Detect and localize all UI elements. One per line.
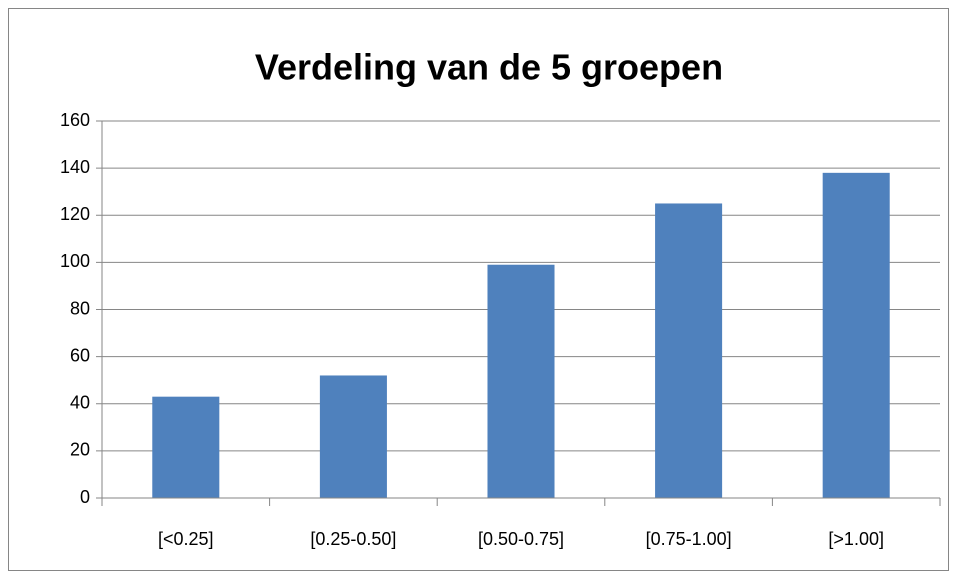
y-tick-label: 100 <box>60 251 90 271</box>
x-tick-label: [<0.25] <box>158 529 214 549</box>
y-tick-label: 20 <box>70 440 90 460</box>
y-tick-label: 140 <box>60 157 90 177</box>
y-tick-label: 0 <box>80 487 90 507</box>
chart-title: Verdeling van de 5 groepen <box>255 47 723 88</box>
y-tick-label: 40 <box>70 393 90 413</box>
x-tick-label: [>1.00] <box>828 529 884 549</box>
bar <box>487 264 555 498</box>
bar <box>655 203 723 498</box>
x-tick-label: [0.50-0.75] <box>478 529 564 549</box>
y-tick-label: 80 <box>70 298 90 318</box>
y-tick-label: 120 <box>60 204 90 224</box>
bar <box>319 375 387 498</box>
y-tick-label: 60 <box>70 345 90 365</box>
chart-border <box>8 8 949 571</box>
y-tick-label: 160 <box>60 110 90 130</box>
bar <box>822 172 890 498</box>
x-tick-label: [0.25-0.50] <box>310 529 396 549</box>
bar <box>152 396 220 498</box>
x-tick-label: [0.75-1.00] <box>646 529 732 549</box>
